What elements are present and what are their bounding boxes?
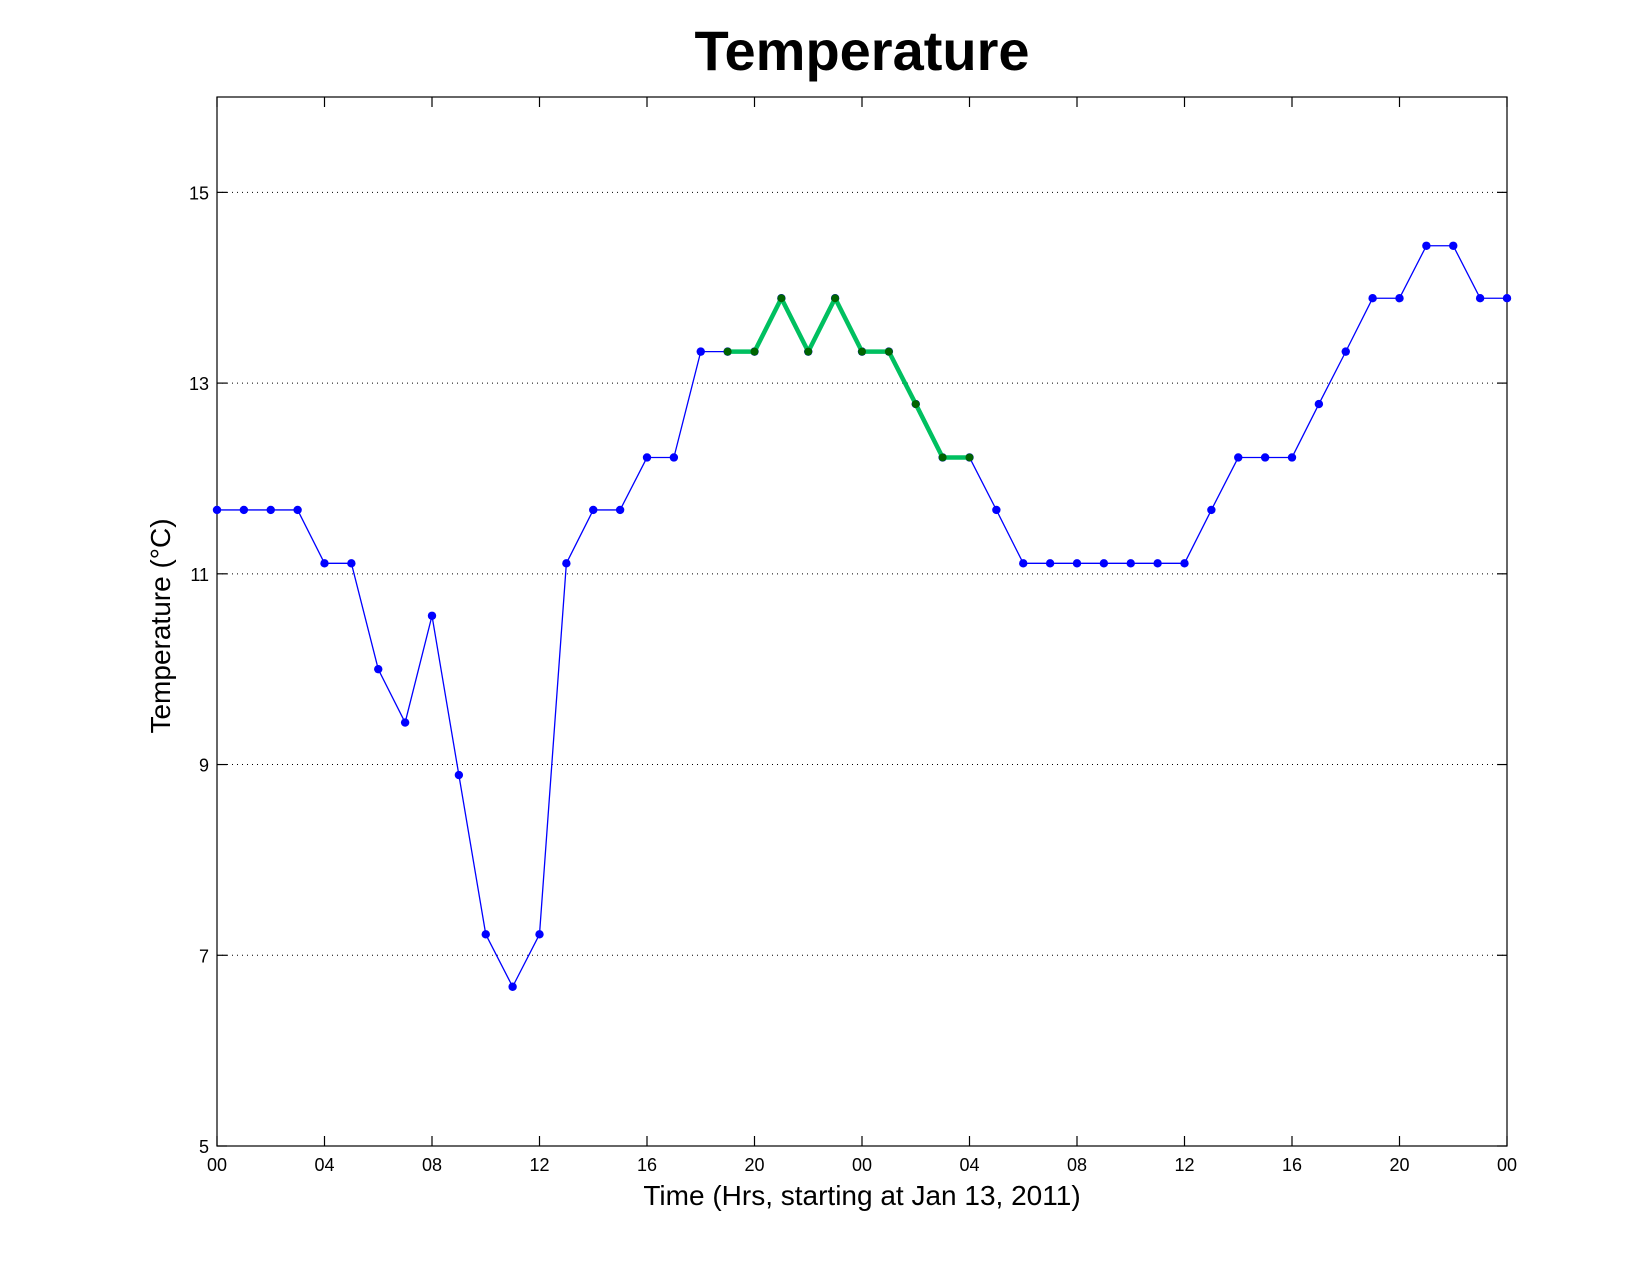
data-point bbox=[1260, 453, 1270, 462]
data-point bbox=[884, 347, 893, 356]
data-point bbox=[1422, 241, 1431, 250]
data-point bbox=[777, 294, 786, 303]
y-tick-label: 7 bbox=[199, 946, 209, 966]
y-axis-label: Temperature (°C) bbox=[145, 518, 176, 733]
data-point bbox=[1207, 505, 1216, 515]
x-tick-label: 20 bbox=[1389, 1155, 1409, 1175]
data-point bbox=[804, 347, 813, 356]
tick-labels: 5 7 9 11 13 15 00 04 08 12 16 20 00 04 08 12 16 20 00 bbox=[189, 183, 1517, 1175]
data-point bbox=[1072, 559, 1082, 568]
data-point bbox=[911, 400, 920, 409]
data-point bbox=[642, 453, 652, 462]
data-point bbox=[1180, 559, 1189, 568]
data-point bbox=[1502, 294, 1512, 303]
series-line-1 bbox=[217, 245, 1507, 988]
data-point bbox=[481, 930, 490, 939]
plot-area-frame bbox=[216, 96, 1508, 1147]
data-point bbox=[992, 505, 1001, 515]
y-tick-label: 15 bbox=[189, 183, 209, 203]
x-tick-label: 16 bbox=[637, 1155, 657, 1175]
x-tick-label: 12 bbox=[1174, 1155, 1194, 1175]
data-point bbox=[723, 347, 732, 356]
data-point bbox=[1368, 294, 1377, 303]
y-tick-label: 9 bbox=[199, 756, 209, 776]
data-point bbox=[965, 453, 974, 462]
data-point bbox=[858, 347, 866, 356]
x-tick-label: 00 bbox=[207, 1155, 227, 1175]
y-tick-label: 13 bbox=[189, 374, 209, 394]
data-point bbox=[400, 718, 410, 727]
x-tick-label: 00 bbox=[852, 1155, 872, 1175]
x-axis-label: Time (Hrs, starting at Jan 13, 2011) bbox=[643, 1180, 1080, 1211]
data-point bbox=[374, 664, 383, 674]
x-tick-label: 20 bbox=[744, 1155, 764, 1175]
x-tick-label: 04 bbox=[314, 1155, 334, 1175]
data-point bbox=[1341, 347, 1350, 356]
axis-ticks bbox=[216, 97, 1508, 1147]
data-point bbox=[615, 505, 625, 515]
data-point bbox=[293, 505, 302, 515]
chart-title: Temperature bbox=[694, 19, 1029, 82]
data-point bbox=[1099, 559, 1109, 568]
data-point bbox=[589, 505, 598, 515]
data-point bbox=[1045, 559, 1055, 568]
data-point bbox=[938, 453, 947, 462]
data-point bbox=[454, 770, 464, 780]
data-point bbox=[239, 505, 249, 515]
data-point bbox=[1153, 559, 1162, 568]
data-series bbox=[212, 241, 1512, 991]
data-point bbox=[1234, 453, 1243, 462]
data-point bbox=[266, 505, 275, 515]
data-point bbox=[1314, 399, 1324, 409]
data-point bbox=[562, 559, 571, 568]
data-point bbox=[1475, 294, 1485, 303]
data-point bbox=[508, 982, 517, 991]
x-tick-label: 12 bbox=[529, 1155, 549, 1175]
data-point bbox=[1395, 294, 1404, 303]
data-point bbox=[669, 453, 679, 462]
data-point bbox=[1019, 559, 1028, 568]
gridlines bbox=[217, 191, 1507, 956]
data-point bbox=[320, 559, 329, 568]
y-tick-label: 11 bbox=[190, 565, 209, 585]
series-line-2 bbox=[727, 295, 970, 460]
y-tick-label: 5 bbox=[199, 1137, 209, 1157]
data-point bbox=[1449, 241, 1458, 250]
data-point bbox=[831, 294, 840, 303]
x-tick-label: 00 bbox=[1497, 1155, 1517, 1175]
data-point bbox=[750, 347, 759, 356]
data-point bbox=[1126, 559, 1135, 568]
data-point bbox=[535, 930, 544, 939]
data-point bbox=[1287, 453, 1297, 462]
data-point bbox=[212, 505, 222, 515]
data-point bbox=[347, 559, 356, 568]
x-tick-label: 08 bbox=[1067, 1155, 1087, 1175]
x-tick-label: 16 bbox=[1282, 1155, 1302, 1175]
data-point bbox=[696, 347, 705, 356]
x-tick-label: 08 bbox=[422, 1155, 442, 1175]
x-tick-label: 04 bbox=[959, 1155, 979, 1175]
data-point bbox=[427, 611, 437, 620]
